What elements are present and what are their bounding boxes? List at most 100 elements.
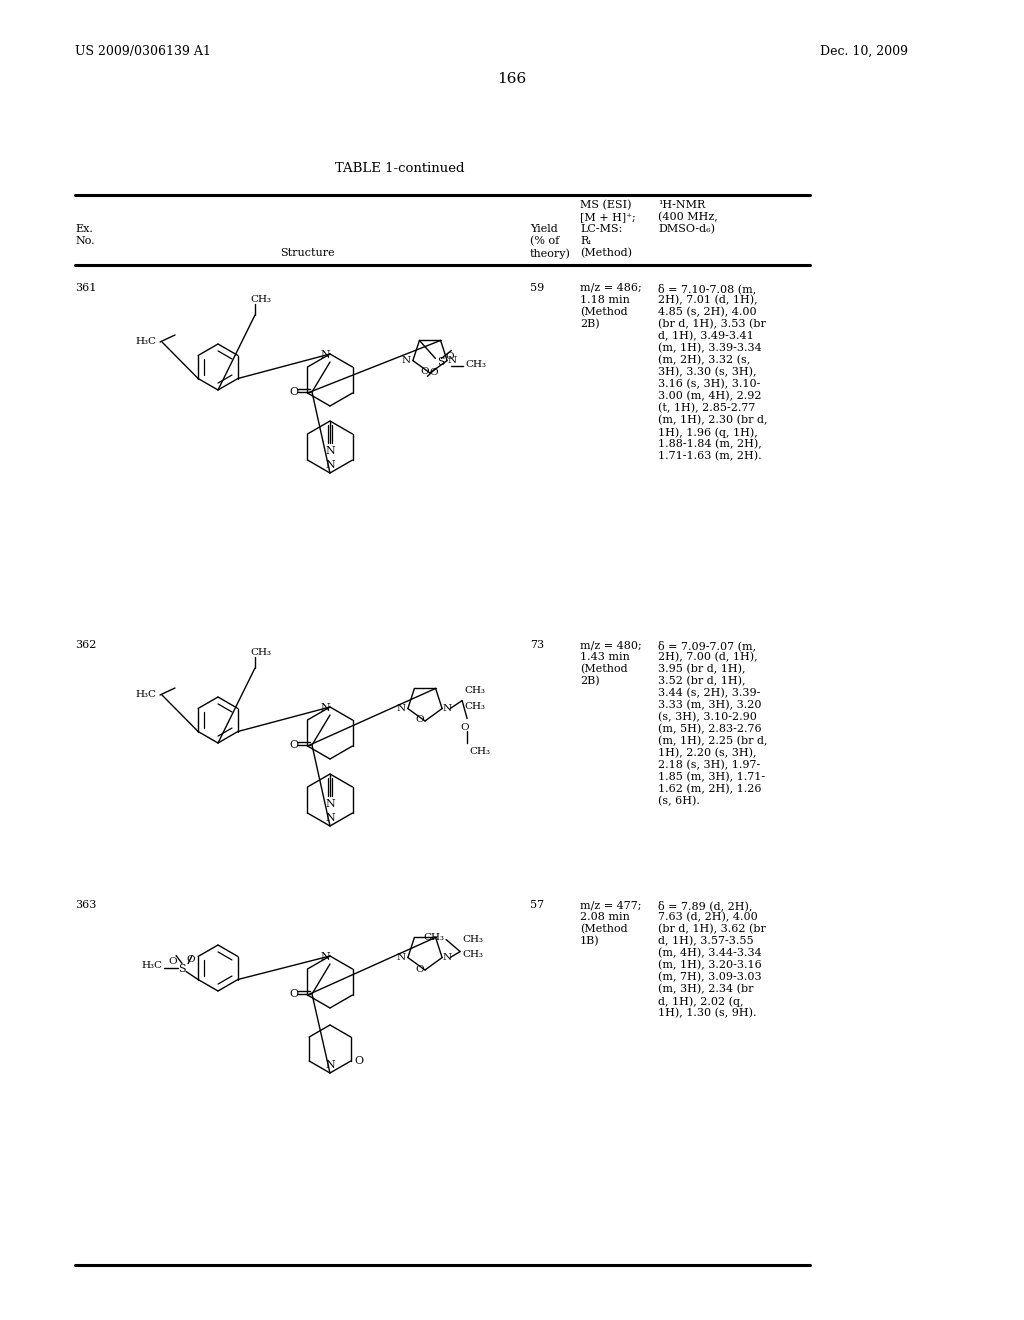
Text: No.: No. <box>75 236 94 246</box>
Text: (s, 6H).: (s, 6H). <box>658 796 699 807</box>
Text: (br d, 1H), 3.62 (br: (br d, 1H), 3.62 (br <box>658 924 766 935</box>
Text: O: O <box>290 741 299 750</box>
Text: [M + H]⁺;: [M + H]⁺; <box>580 213 636 222</box>
Text: H₃C: H₃C <box>141 961 162 970</box>
Text: 57: 57 <box>530 900 544 909</box>
Text: (m, 3H), 2.34 (br: (m, 3H), 2.34 (br <box>658 983 754 994</box>
Text: (m, 1H), 2.25 (br d,: (m, 1H), 2.25 (br d, <box>658 737 768 746</box>
Text: 1H), 1.30 (s, 9H).: 1H), 1.30 (s, 9H). <box>658 1008 757 1018</box>
Text: 2.18 (s, 3H), 1.97-: 2.18 (s, 3H), 1.97- <box>658 760 760 771</box>
Text: 361: 361 <box>75 282 96 293</box>
Text: O: O <box>354 1056 364 1067</box>
Text: 59: 59 <box>530 282 544 293</box>
Text: N: N <box>401 356 411 366</box>
Text: 1.18 min: 1.18 min <box>580 294 630 305</box>
Text: 3.16 (s, 3H), 3.10-: 3.16 (s, 3H), 3.10- <box>658 379 761 389</box>
Text: 363: 363 <box>75 900 96 909</box>
Text: (% of: (% of <box>530 236 559 247</box>
Text: 166: 166 <box>498 73 526 86</box>
Text: CH₃: CH₃ <box>466 360 486 368</box>
Text: m/z = 486;: m/z = 486; <box>580 282 642 293</box>
Text: N: N <box>321 704 330 713</box>
Text: 3.52 (br d, 1H),: 3.52 (br d, 1H), <box>658 676 745 686</box>
Text: N: N <box>326 799 335 809</box>
Text: Structure: Structure <box>280 248 335 257</box>
Text: 3.95 (br d, 1H),: 3.95 (br d, 1H), <box>658 664 745 675</box>
Text: US 2009/0306139 A1: US 2009/0306139 A1 <box>75 45 211 58</box>
Text: H₃C: H₃C <box>135 690 156 700</box>
Text: LC-MS:: LC-MS: <box>580 224 623 234</box>
Text: 1.85 (m, 3H), 1.71-: 1.85 (m, 3H), 1.71- <box>658 772 765 783</box>
Text: TABLE 1-continued: TABLE 1-continued <box>335 162 465 176</box>
Text: S: S <box>178 965 186 974</box>
Text: (m, 1H), 3.20-3.16: (m, 1H), 3.20-3.16 <box>658 960 762 970</box>
Text: N: N <box>321 952 330 962</box>
Text: H₃C: H₃C <box>135 337 156 346</box>
Text: 1.43 min: 1.43 min <box>580 652 630 663</box>
Text: m/z = 480;: m/z = 480; <box>580 640 642 649</box>
Text: O: O <box>290 387 299 397</box>
Text: (Method: (Method <box>580 308 628 317</box>
Text: Rₜ: Rₜ <box>580 236 591 246</box>
Text: (Method: (Method <box>580 664 628 675</box>
Text: CH₃: CH₃ <box>250 294 271 304</box>
Text: O: O <box>461 722 469 731</box>
Text: N: N <box>442 704 452 713</box>
Text: (m, 7H), 3.09-3.03: (m, 7H), 3.09-3.03 <box>658 972 762 982</box>
Text: (m, 4H), 3.44-3.34: (m, 4H), 3.44-3.34 <box>658 948 762 958</box>
Text: d, 1H), 2.02 (q,: d, 1H), 2.02 (q, <box>658 997 743 1007</box>
Text: MS (ESI): MS (ESI) <box>580 201 632 210</box>
Text: 2B): 2B) <box>580 319 600 329</box>
Text: 1H), 2.20 (s, 3H),: 1H), 2.20 (s, 3H), <box>658 748 757 759</box>
Text: 2B): 2B) <box>580 676 600 686</box>
Text: (400 MHz,: (400 MHz, <box>658 213 718 222</box>
Text: 73: 73 <box>530 640 544 649</box>
Text: N: N <box>396 953 406 962</box>
Text: N: N <box>321 350 330 360</box>
Text: N: N <box>442 953 452 962</box>
Text: 2.08 min: 2.08 min <box>580 912 630 921</box>
Text: Ex.: Ex. <box>75 224 93 234</box>
Text: O: O <box>169 957 177 966</box>
Text: δ = 7.09-7.07 (m,: δ = 7.09-7.07 (m, <box>658 640 756 651</box>
Text: 1.88-1.84 (m, 2H),: 1.88-1.84 (m, 2H), <box>658 440 762 449</box>
Text: 1.71-1.63 (m, 2H).: 1.71-1.63 (m, 2H). <box>658 451 762 462</box>
Text: 1H), 1.96 (q, 1H),: 1H), 1.96 (q, 1H), <box>658 426 758 437</box>
Text: theory): theory) <box>530 248 570 259</box>
Text: CH₃: CH₃ <box>250 648 271 657</box>
Text: (Method: (Method <box>580 924 628 935</box>
Text: 362: 362 <box>75 640 96 649</box>
Text: (t, 1H), 2.85-2.77: (t, 1H), 2.85-2.77 <box>658 403 756 413</box>
Text: 3.44 (s, 2H), 3.39-: 3.44 (s, 2H), 3.39- <box>658 688 761 698</box>
Text: d, 1H), 3.49-3.41: d, 1H), 3.49-3.41 <box>658 331 754 342</box>
Text: N: N <box>326 446 335 455</box>
Text: 2H), 7.01 (d, 1H),: 2H), 7.01 (d, 1H), <box>658 294 758 305</box>
Text: m/z = 477;: m/z = 477; <box>580 900 641 909</box>
Text: CH₃: CH₃ <box>464 686 485 696</box>
Text: δ = 7.10-7.08 (m,: δ = 7.10-7.08 (m, <box>658 282 757 294</box>
Text: δ = 7.89 (d, 2H),: δ = 7.89 (d, 2H), <box>658 900 753 911</box>
Text: 7.63 (d, 2H), 4.00: 7.63 (d, 2H), 4.00 <box>658 912 758 923</box>
Text: O: O <box>186 954 196 964</box>
Text: ¹H-NMR: ¹H-NMR <box>658 201 706 210</box>
Text: (Method): (Method) <box>580 248 632 259</box>
Text: DMSO-d₆): DMSO-d₆) <box>658 224 715 235</box>
Text: O: O <box>421 367 429 376</box>
Text: O: O <box>416 715 424 725</box>
Text: (m, 2H), 3.32 (s,: (m, 2H), 3.32 (s, <box>658 355 751 366</box>
Text: S: S <box>437 358 445 367</box>
Text: (m, 1H), 3.39-3.34: (m, 1H), 3.39-3.34 <box>658 343 762 354</box>
Text: O: O <box>416 965 424 974</box>
Text: (m, 5H), 2.83-2.76: (m, 5H), 2.83-2.76 <box>658 723 762 734</box>
Text: N: N <box>396 704 406 713</box>
Text: 3H), 3.30 (s, 3H),: 3H), 3.30 (s, 3H), <box>658 367 757 378</box>
Text: Yield: Yield <box>530 224 558 234</box>
Text: 3.33 (m, 3H), 3.20: 3.33 (m, 3H), 3.20 <box>658 700 762 710</box>
Text: CH₃: CH₃ <box>462 935 483 944</box>
Text: d, 1H), 3.57-3.55: d, 1H), 3.57-3.55 <box>658 936 754 946</box>
Text: Dec. 10, 2009: Dec. 10, 2009 <box>820 45 908 58</box>
Text: CH₃: CH₃ <box>469 747 490 755</box>
Text: N: N <box>326 813 335 822</box>
Text: (br d, 1H), 3.53 (br: (br d, 1H), 3.53 (br <box>658 319 766 330</box>
Text: 1B): 1B) <box>580 936 600 946</box>
